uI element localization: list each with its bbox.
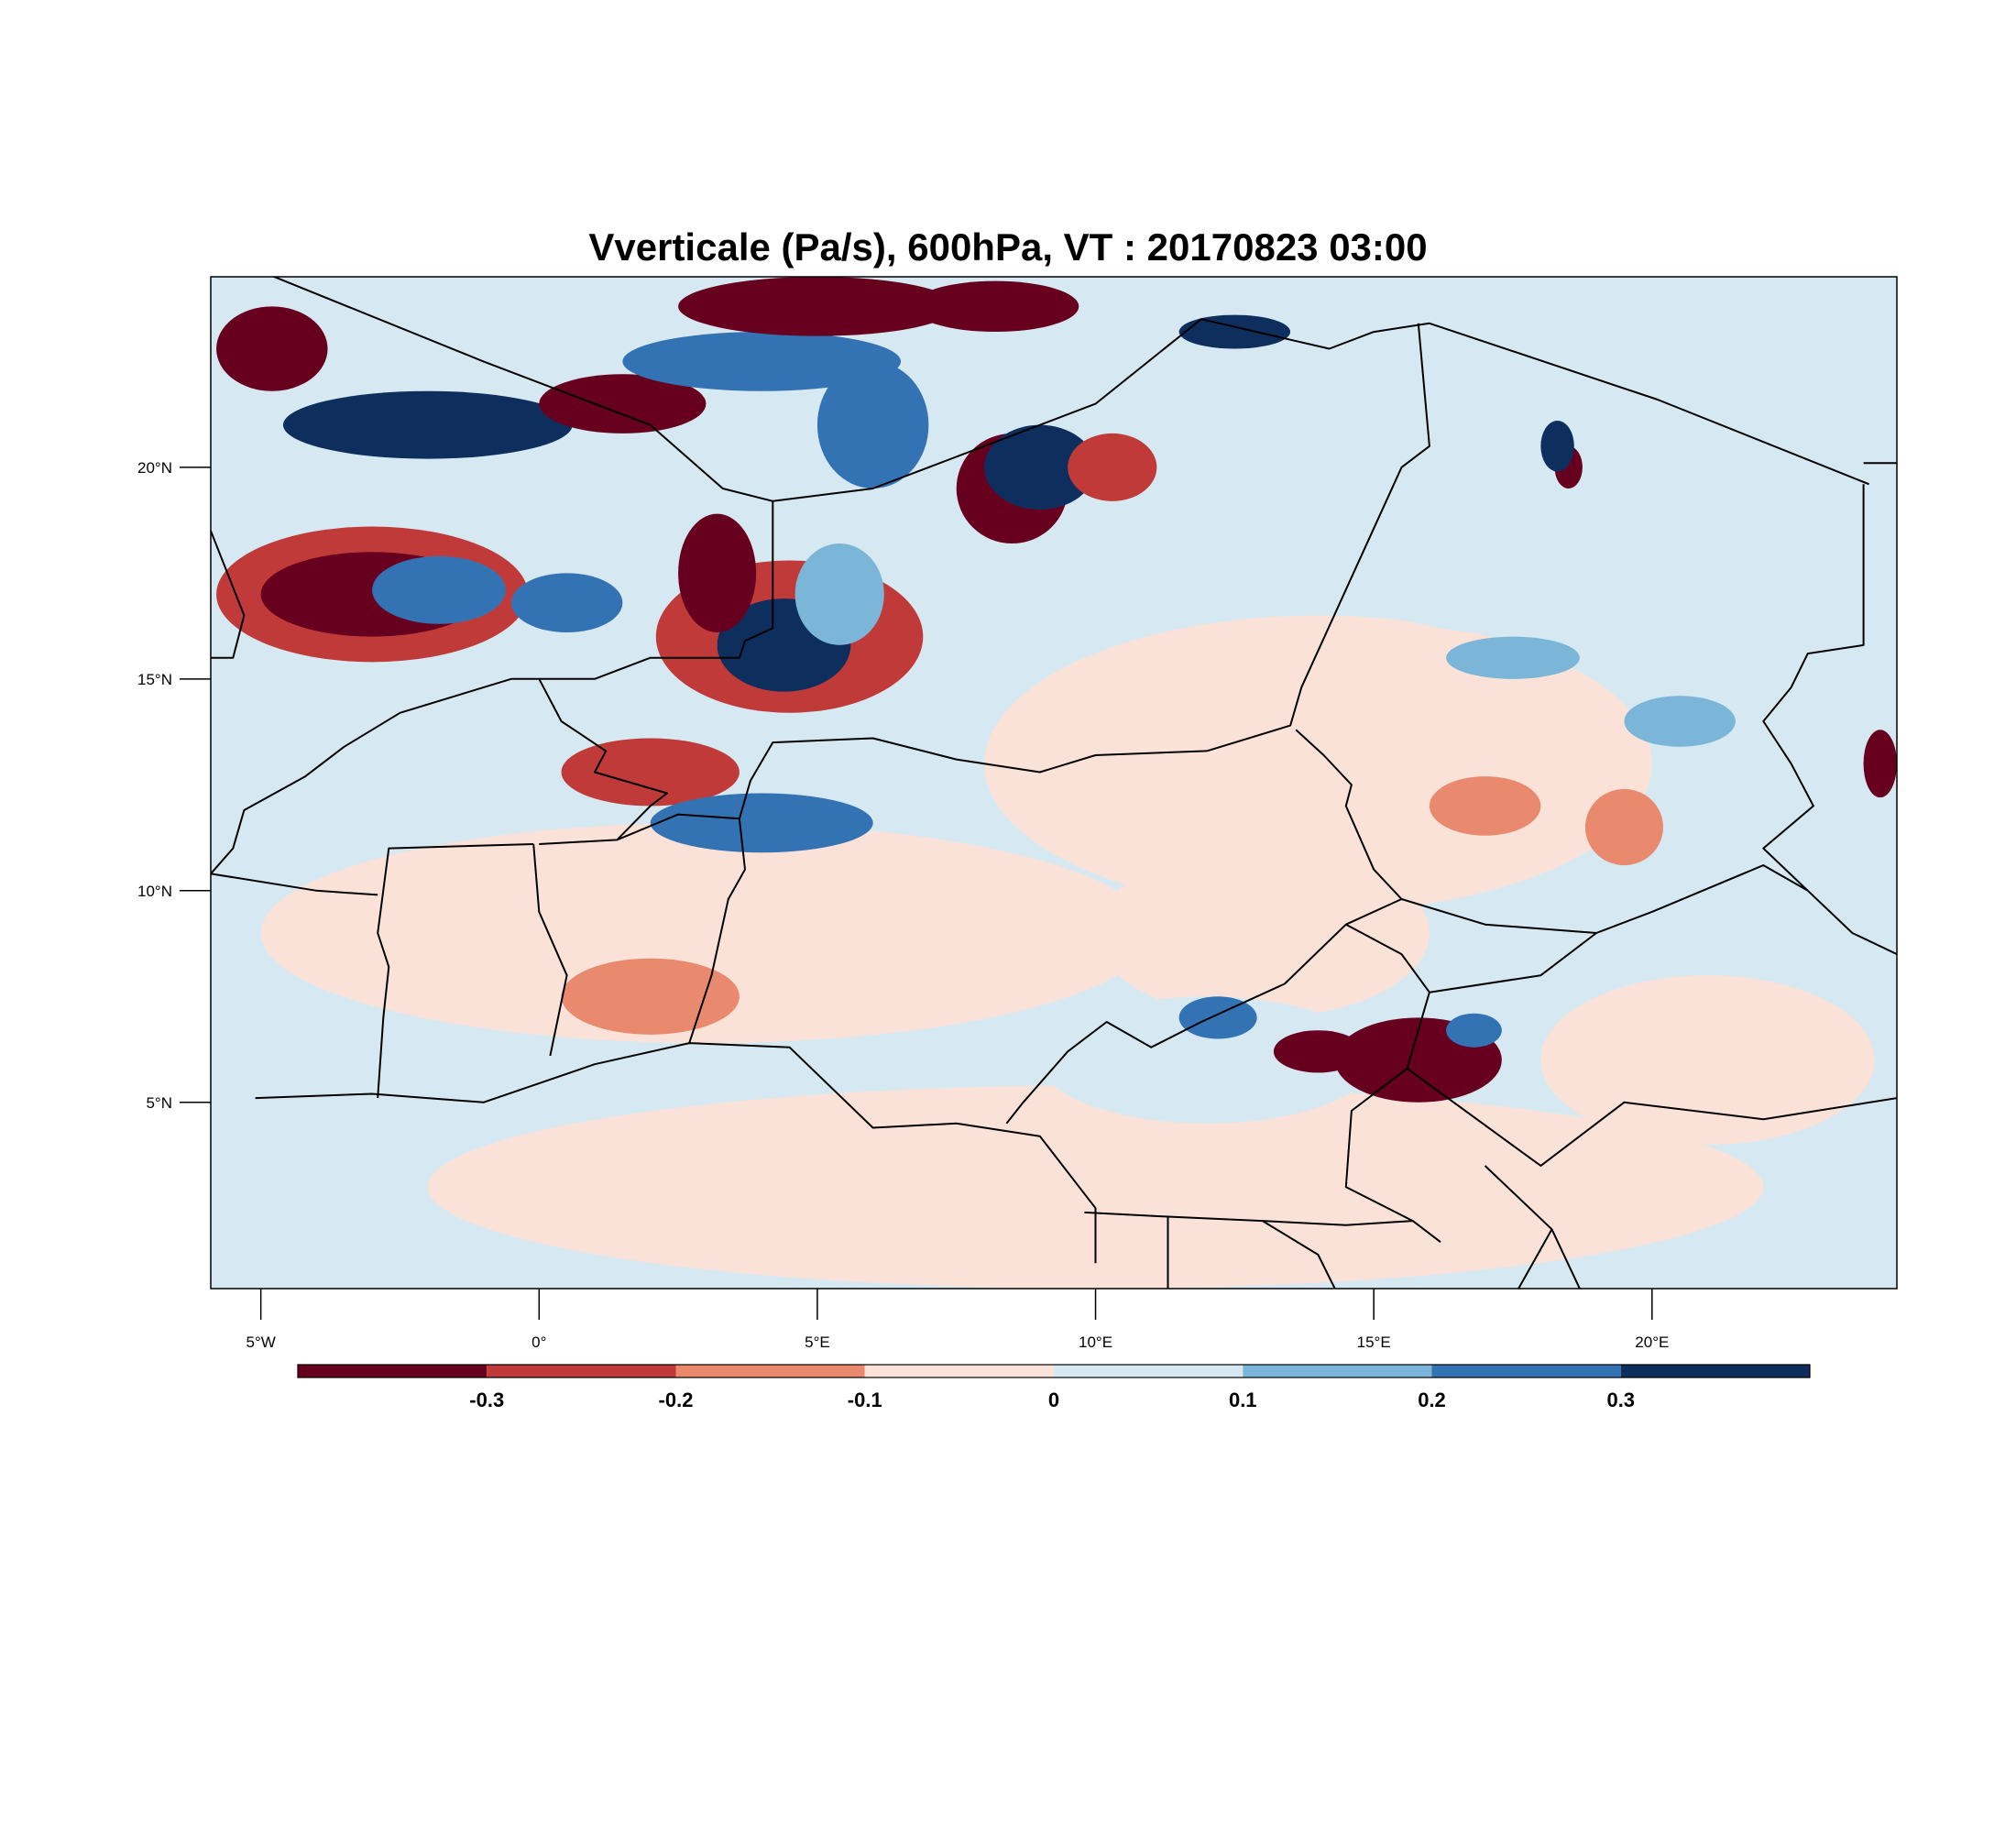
boundary-line	[211, 500, 774, 874]
field-patch	[678, 513, 757, 633]
boundary-line	[532, 843, 568, 1057]
field-patch	[1178, 996, 1257, 1039]
field-patch	[510, 573, 623, 633]
field-patch	[984, 424, 1096, 510]
boundary-line	[1262, 1220, 1336, 1289]
colorbar-tick-label: 0.3	[1606, 1388, 1635, 1411]
field-patch	[539, 374, 707, 434]
field-patch	[1273, 1030, 1364, 1073]
field-patch	[1178, 314, 1291, 349]
field-patch	[1068, 433, 1157, 501]
boundary-line	[1344, 923, 1441, 1243]
field-patch	[1262, 382, 1819, 637]
field-patch	[1039, 996, 1375, 1124]
colorbar-tick-label: 0	[1048, 1388, 1059, 1411]
field-patch	[216, 306, 328, 391]
colorbar-tick-label: -0.3	[469, 1388, 504, 1411]
field-patch	[1095, 848, 1430, 1018]
lat-tick-label: 20°N	[137, 459, 172, 477]
colorbar-segment	[298, 1365, 488, 1377]
field-patch	[1540, 975, 1875, 1145]
lon-tick-label: 0°	[531, 1334, 546, 1351]
field-patch	[912, 280, 1079, 333]
boundary-line	[1005, 729, 1403, 1125]
colorbar-tick-label: 0.2	[1418, 1388, 1446, 1411]
field-patch	[1446, 1013, 1502, 1048]
field-patch	[794, 543, 884, 645]
colorbar-frame	[297, 1364, 1811, 1378]
map-title: Vverticale (Pa/s), 600hPa, VT : 20170823…	[588, 225, 1428, 269]
colorbar-segment	[1620, 1365, 1810, 1377]
boundary-line	[271, 277, 1869, 502]
field-patch	[1540, 421, 1574, 472]
colorbar-tick-label: 0.1	[1229, 1388, 1257, 1411]
field-patch	[816, 361, 929, 488]
boundary-line	[255, 1042, 1097, 1264]
colorbar: -0.3 -0.2 -0.1 0 0.1 0.2 0.3	[297, 1364, 1811, 1411]
latitude-axis: 5°N 10°N 15°N 20°N	[137, 459, 211, 1112]
boundary-line	[211, 530, 246, 659]
longitude-axis: 5°W 0° 5°E 10°E 15°E 20°E	[246, 1289, 1669, 1351]
lon-tick-label: 5°E	[805, 1334, 830, 1351]
field-patch	[1624, 696, 1736, 747]
colorbar-segment	[487, 1365, 676, 1377]
lon-tick-label: 15°E	[1357, 1334, 1391, 1351]
colorbar-segment	[675, 1365, 865, 1377]
boundary-line	[1517, 1228, 1553, 1289]
boundary-line	[539, 813, 746, 1044]
colorbar-segment	[1054, 1365, 1244, 1377]
lat-tick-label: 10°N	[137, 883, 172, 900]
lat-tick-label: 5°N	[146, 1094, 172, 1112]
velocity-field	[211, 277, 1897, 1289]
colorbar-segment	[1243, 1365, 1432, 1377]
country-boundaries	[211, 277, 1897, 1289]
field-patch	[650, 793, 873, 853]
field-patch	[282, 390, 573, 459]
lon-tick-label: 5°W	[246, 1334, 275, 1351]
boundary-line	[1429, 932, 1597, 993]
lon-tick-label: 20°E	[1635, 1334, 1669, 1351]
field-patch	[678, 277, 957, 336]
boundary-line	[538, 678, 668, 841]
field-patch	[427, 1085, 1764, 1289]
field-patch	[260, 822, 1152, 1044]
boundary-line	[1762, 484, 1865, 892]
field-patch	[1863, 730, 1897, 798]
boundary-line	[377, 843, 534, 1099]
field-patch	[984, 615, 1652, 912]
field-patch	[1446, 636, 1580, 679]
map-frame	[210, 276, 1898, 1290]
field-patch	[1584, 788, 1663, 866]
field-patch	[372, 555, 506, 624]
field-patch	[561, 738, 740, 807]
colorbar-segment	[864, 1365, 1054, 1377]
colorbar-tick-label: -0.1	[848, 1388, 882, 1411]
field-patch	[1429, 776, 1541, 836]
colorbar-tick-label: -0.2	[659, 1388, 694, 1411]
colorbar-segment	[1431, 1365, 1621, 1377]
lon-tick-label: 10°E	[1079, 1334, 1112, 1351]
boundary-line	[1401, 864, 1897, 956]
boundary-line	[1407, 1067, 1897, 1167]
field-patch	[561, 958, 740, 1035]
field-patch	[622, 332, 902, 391]
boundary-line	[738, 323, 1430, 819]
boundary-line	[211, 873, 378, 896]
lat-tick-label: 15°N	[137, 671, 172, 688]
